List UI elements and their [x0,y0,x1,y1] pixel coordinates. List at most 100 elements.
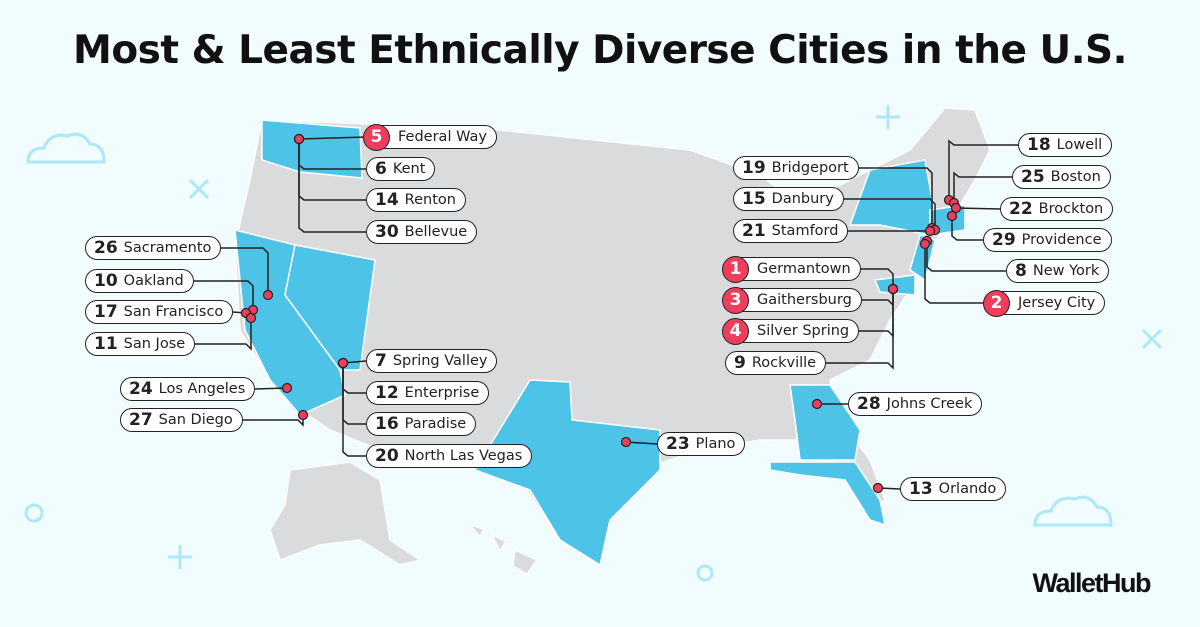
city-rank: 11 [94,334,118,354]
city-marker [887,283,899,295]
leader-line [948,139,1018,200]
leader-line [298,136,367,140]
city-name: North Las Vegas [404,448,523,464]
city-name: Plano [695,436,736,452]
city-label: 30 Bellevue [366,220,478,244]
alaska [269,461,422,566]
city-label: 9 Rockville [725,351,827,375]
leader-line [298,139,366,233]
city-name: Providence [1021,232,1102,248]
city-name: Gaithersburg [757,292,852,308]
city-name: Bellevue [404,224,468,240]
city-name: New York [1032,263,1100,279]
city-rank: 13 [909,479,933,499]
city-label: 16 Paradise [366,412,477,436]
city-rank: 12 [375,383,399,403]
city-label: 20 North Las Vegas [366,444,533,468]
city-name: Danbury [771,191,834,207]
city-label: 19 Bridgeport [733,156,859,180]
leader-line [221,247,269,295]
city-rank: 14 [375,190,399,210]
city-rank: 3 [722,286,749,314]
city-label: 15 Danbury [733,187,844,211]
city-marker [620,436,632,448]
hawaii [467,523,539,575]
city-name: Johns Creek [886,396,973,412]
city-name: Paradise [404,416,467,432]
city-rank: 19 [742,158,766,178]
city-name: Lowell [1056,137,1103,153]
city-marker [946,210,958,222]
leader-line [625,441,658,445]
city-label: 27 San Diego [120,408,243,432]
state-florida [769,461,886,527]
city-name: Kent [392,161,426,177]
city-rank: 18 [1027,135,1051,155]
city-label: 24 Los Angeles [120,377,256,401]
close-x-icon [188,178,210,200]
city-rank: 9 [734,353,746,373]
city-label: 8 New York [1006,259,1110,283]
city-rank: 15 [742,189,766,209]
city-rank: 22 [1009,199,1033,219]
leader-lines [194,136,1018,490]
city-name: Bridgeport [771,160,849,176]
leader-line [951,216,983,241]
city-marker [337,357,349,369]
city-label: 7 Spring Valley [366,349,498,373]
city-label: 23 Plano [657,432,746,456]
city-name: Renton [404,192,456,208]
city-label: 2 Jersey City [983,289,1106,317]
city-marker [950,202,962,214]
cloud-icon [1033,495,1113,527]
city-label: 10 Oakland [85,269,194,293]
city-name: Los Angeles [158,381,246,397]
city-marker [262,289,274,301]
city-name: Boston [1050,169,1101,185]
city-label: 22 Brockton [1000,197,1114,221]
city-name: Spring Valley [392,353,488,369]
state-washington [261,119,363,179]
city-marker [293,133,305,145]
city-rank: 17 [94,302,118,322]
city-rank: 10 [94,271,118,291]
city-marker [297,409,309,421]
state-texas [473,379,661,567]
cloud-icon [26,132,106,164]
state-new-york [848,159,936,236]
city-label: 11 San Jose [85,332,196,356]
close-x-icon [1141,328,1163,350]
leader-line [953,171,1012,203]
city-label: 5 Federal Way [363,123,497,151]
wallethub-logo: WalletHub [1032,568,1152,598]
city-name: San Diego [158,412,233,428]
city-name: San Francisco [123,304,224,320]
city-label: 26 Sacramento [85,236,222,260]
plus-icon [168,545,192,569]
city-rank: 29 [992,230,1016,250]
city-rank: 7 [375,351,387,371]
city-rank: 20 [375,446,399,466]
city-rank: 28 [857,394,881,414]
city-label: 28 Johns Creek [848,392,983,416]
city-rank: 30 [375,222,399,242]
leader-line [195,318,252,351]
city-label: 1 Germantown [722,255,861,283]
leader-line [243,415,304,427]
city-rank: 26 [94,238,118,258]
city-name: Oakland [123,273,184,289]
city-marker [872,482,884,494]
city-label: 21 Stamford [733,219,849,243]
city-label: 13 Orlando [900,477,1007,501]
city-marker [924,225,936,237]
circle-icon [696,564,714,582]
city-name: San Jose [123,336,186,352]
highlighted-states [234,119,966,567]
leader-line [254,387,288,390]
city-label: 3 Gaithersburg [722,286,862,314]
city-rank: 24 [129,379,153,399]
circle-icon [24,503,44,523]
leader-line [342,363,366,457]
city-marker [281,382,293,394]
city-name: Sacramento [123,240,212,256]
